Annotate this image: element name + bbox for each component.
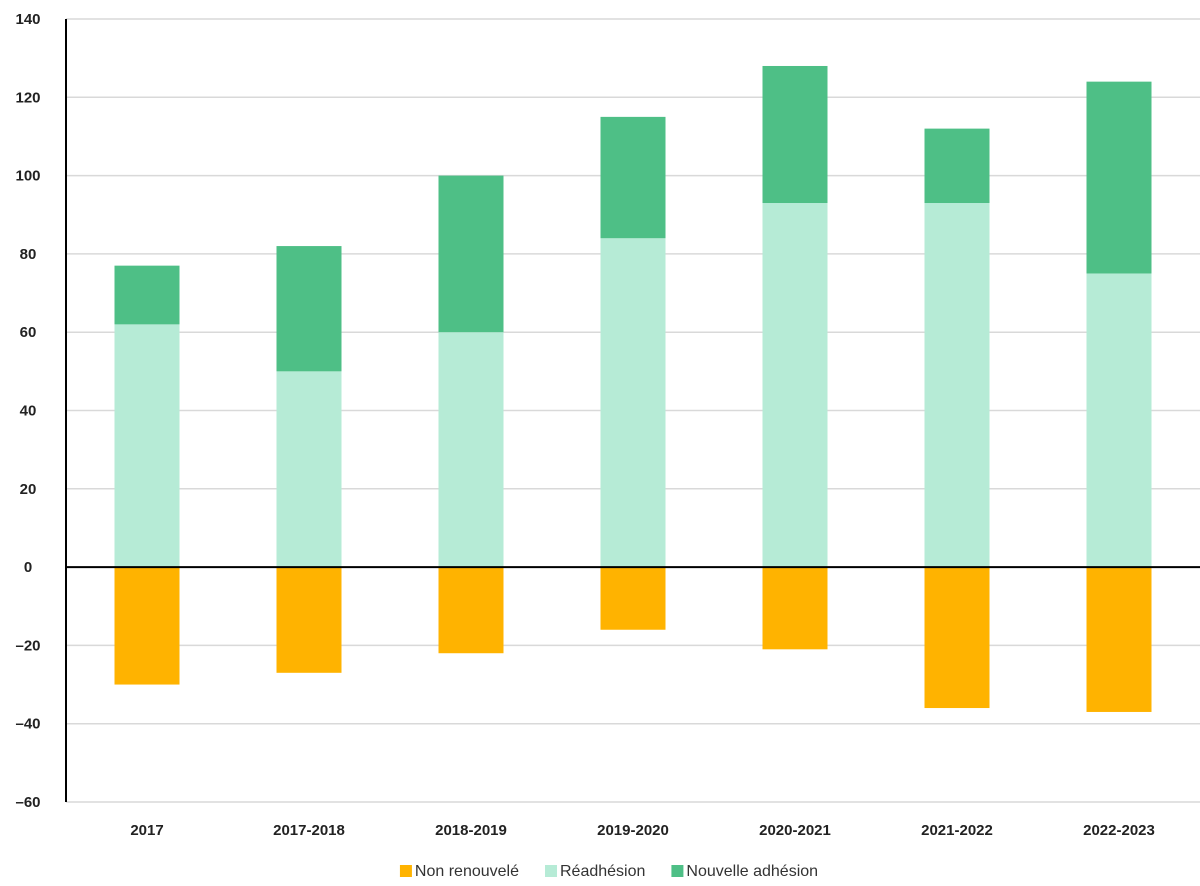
y-tick-label: –40 (15, 716, 40, 733)
x-tick-label: 2018-2019 (435, 822, 507, 839)
y-tick-label: 120 (15, 89, 40, 106)
bar-segment (276, 567, 342, 673)
y-tick-label: –60 (15, 794, 40, 811)
bar-segment (924, 128, 990, 204)
y-tick-label: 20 (20, 481, 37, 498)
x-tick-label: 2019-2020 (597, 822, 669, 839)
bar-segment (924, 203, 990, 568)
x-tick-label: 2020-2021 (759, 822, 831, 839)
x-tick-label: 2021-2022 (921, 822, 993, 839)
y-tick-label: 80 (20, 246, 37, 263)
bar-segment (762, 203, 828, 568)
bar-segment (1086, 273, 1152, 568)
bar-segment (600, 567, 666, 630)
bar-segment (762, 567, 828, 650)
bar-segment (114, 265, 180, 325)
y-axis-ticks: 140 120 100 80 60 40 20 0 –20 –40 –60 (15, 11, 40, 811)
y-tick-label: 0 (24, 559, 32, 576)
legend-swatch (399, 865, 412, 877)
bar-segment (1086, 81, 1152, 274)
bar-segment (762, 65, 828, 204)
bars (114, 65, 1152, 712)
x-axis-ticks: 2017 2017-2018 2018-2019 2019-2020 2020-2021… (130, 822, 1155, 839)
x-tick-label: 2017-2018 (273, 822, 345, 839)
legend-label: Nouvelle adhésion (686, 863, 818, 880)
bar-segment (924, 567, 990, 709)
y-tick-label: 140 (15, 11, 40, 28)
x-tick-label: 2022-2023 (1083, 822, 1155, 839)
bar-segment (438, 567, 504, 654)
bar-segment (114, 567, 180, 685)
bar-segment (276, 246, 342, 372)
y-tick-label: –20 (15, 637, 40, 654)
bar-segment (600, 238, 666, 568)
legend-swatch (545, 865, 558, 877)
legend: Non renouvelé Réadhésion Nouvelle adhésion (399, 863, 818, 880)
x-tick-label: 2017 (130, 822, 163, 839)
bar-segment (438, 175, 504, 333)
bar-segment (114, 324, 180, 568)
axes (65, 19, 1200, 802)
legend-label: Réadhésion (560, 863, 645, 880)
y-tick-label: 40 (20, 403, 37, 420)
y-tick-label: 60 (20, 324, 37, 341)
y-tick-label: 100 (15, 168, 40, 185)
bar-segment (1086, 567, 1152, 712)
bar-segment (600, 116, 666, 239)
bar-segment (276, 371, 342, 568)
bar-segment (438, 332, 504, 568)
legend-label: Non renouvelé (415, 863, 519, 880)
legend-swatch (671, 865, 684, 877)
